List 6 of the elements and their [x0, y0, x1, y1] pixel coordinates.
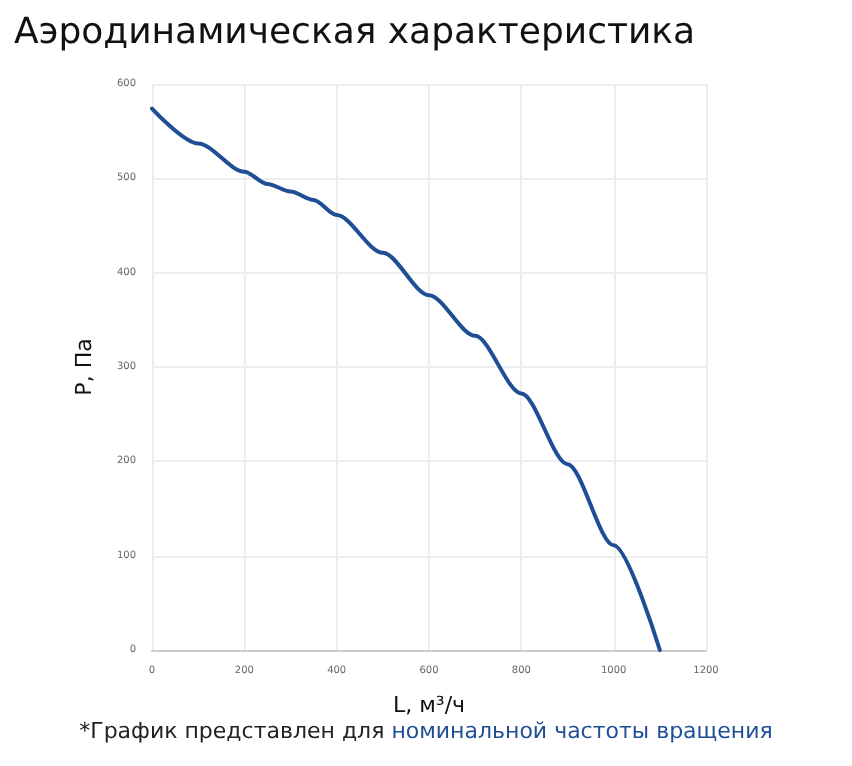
- chart-title: Аэродинамическая характеристика: [14, 11, 696, 53]
- line-series: [150, 106, 662, 652]
- text: *График представлен для: [79, 718, 392, 744]
- y-axis-title: P, Па: [71, 338, 98, 396]
- text: номинальной частоты вращения: [391, 718, 773, 744]
- x-axis-title: L, м³/ч: [392, 692, 466, 718]
